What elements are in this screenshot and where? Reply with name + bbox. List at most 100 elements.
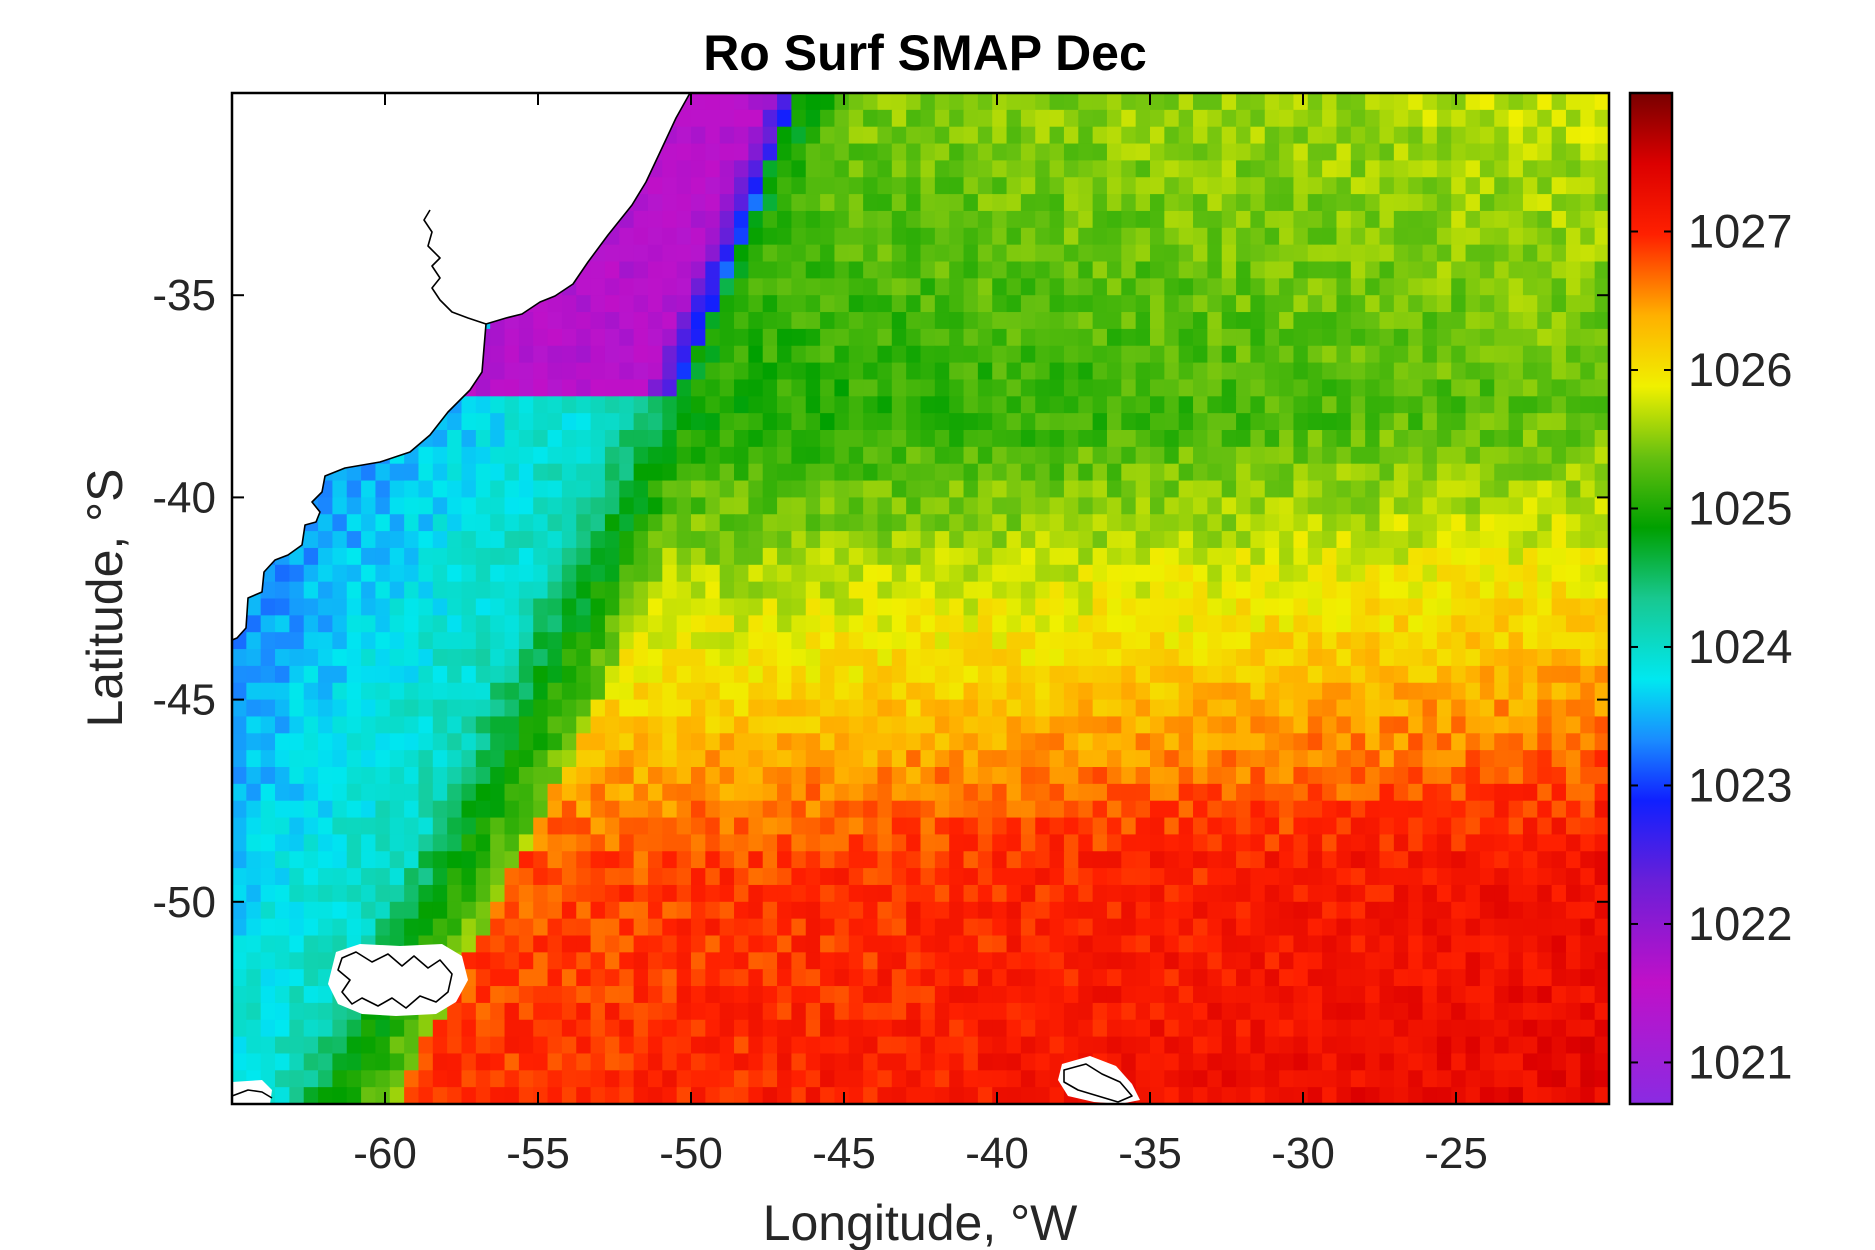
heatmap-cell xyxy=(576,868,592,886)
heatmap-cell xyxy=(1451,396,1467,414)
heatmap-cell xyxy=(1250,952,1266,970)
heatmap-cell xyxy=(404,547,420,566)
heatmap-cell xyxy=(1193,278,1208,296)
heatmap-cell xyxy=(1522,682,1538,701)
heatmap-cell xyxy=(475,446,491,465)
heatmap-cell xyxy=(891,834,907,852)
heatmap-cell xyxy=(490,682,506,701)
heatmap-cell xyxy=(1465,261,1481,279)
heatmap-cell xyxy=(748,93,764,111)
heatmap-cell xyxy=(447,547,463,566)
heatmap-cell xyxy=(1121,699,1137,718)
heatmap-cell xyxy=(619,379,635,397)
heatmap-cell xyxy=(1293,480,1309,498)
heatmap-cell xyxy=(1494,160,1510,178)
heatmap-cell xyxy=(303,935,319,953)
heatmap-cell xyxy=(734,312,749,330)
heatmap-cell xyxy=(1551,345,1567,364)
heatmap-cell xyxy=(1565,413,1581,431)
heatmap-cell xyxy=(1565,952,1581,970)
heatmap-cell xyxy=(1408,952,1424,970)
heatmap-cell xyxy=(1193,665,1208,684)
heatmap-cell xyxy=(1365,733,1381,751)
heatmap-cell xyxy=(1537,463,1553,482)
heatmap-cell xyxy=(1436,244,1452,263)
heatmap-cell xyxy=(1078,716,1094,734)
heatmap-cell xyxy=(447,767,463,785)
heatmap-cell xyxy=(1451,430,1467,448)
heatmap-cell xyxy=(346,598,362,616)
heatmap-cell xyxy=(1580,194,1596,212)
heatmap-cell xyxy=(318,581,333,600)
heatmap-cell xyxy=(1164,834,1180,852)
heatmap-cell xyxy=(977,733,993,751)
heatmap-cell xyxy=(1594,143,1610,161)
heatmap-cell xyxy=(1551,800,1567,819)
heatmap-cell xyxy=(619,531,635,549)
heatmap-cell xyxy=(719,615,735,633)
heatmap-cell xyxy=(1178,177,1194,195)
heatmap-cell xyxy=(1049,783,1065,802)
heatmap-cell xyxy=(1092,295,1108,313)
heatmap-cell xyxy=(561,497,577,515)
heatmap-cell xyxy=(805,868,821,886)
heatmap-cell xyxy=(891,210,907,229)
heatmap-cell xyxy=(1121,261,1137,279)
heatmap-cell xyxy=(275,564,290,583)
heatmap-cell xyxy=(1106,261,1122,279)
heatmap-cell xyxy=(418,632,434,650)
heatmap-cell xyxy=(561,615,577,633)
heatmap-cell xyxy=(647,497,663,515)
heatmap-cell xyxy=(805,547,821,566)
heatmap-cell xyxy=(762,682,778,701)
heatmap-cell xyxy=(977,547,993,566)
heatmap-cell xyxy=(777,143,792,161)
heatmap-cell xyxy=(934,227,950,246)
heatmap-cell xyxy=(762,413,778,431)
heatmap-cell xyxy=(1508,665,1524,684)
heatmap-cell xyxy=(1020,750,1036,768)
heatmap-cell xyxy=(992,177,1008,195)
heatmap-cell xyxy=(1494,177,1510,195)
heatmap-cell xyxy=(1322,413,1338,431)
heatmap-cell xyxy=(662,362,678,381)
heatmap-cell xyxy=(1121,143,1137,161)
heatmap-cell xyxy=(691,93,706,111)
heatmap-cell xyxy=(1422,952,1438,970)
heatmap-cell xyxy=(1135,632,1151,650)
heatmap-cell xyxy=(1293,227,1309,246)
heatmap-cell xyxy=(633,547,649,566)
heatmap-cell xyxy=(1063,430,1079,448)
heatmap-cell xyxy=(748,935,764,953)
heatmap-cell xyxy=(1264,194,1280,212)
heatmap-cell xyxy=(1307,295,1323,313)
heatmap-cell xyxy=(762,750,778,768)
heatmap-cell xyxy=(1451,817,1467,835)
heatmap-cell xyxy=(691,649,706,667)
heatmap-cell xyxy=(1236,800,1251,819)
heatmap-cell xyxy=(863,699,879,718)
heatmap-cell xyxy=(748,564,764,583)
heatmap-cell xyxy=(877,598,893,616)
heatmap-cell xyxy=(1451,278,1467,296)
heatmap-cell xyxy=(977,379,993,397)
heatmap-cell xyxy=(1164,884,1180,903)
heatmap-cell xyxy=(418,497,434,515)
heatmap-cell xyxy=(1063,278,1079,296)
heatmap-cell xyxy=(346,682,362,701)
heatmap-cell xyxy=(691,901,706,920)
heatmap-cell xyxy=(676,665,692,684)
heatmap-cell xyxy=(490,868,506,886)
heatmap-cell xyxy=(691,884,706,903)
heatmap-cell xyxy=(619,480,635,498)
heatmap-cell xyxy=(1565,396,1581,414)
heatmap-cell xyxy=(777,480,792,498)
heatmap-cell xyxy=(906,480,922,498)
heatmap-cell xyxy=(906,278,922,296)
heatmap-cell xyxy=(303,716,319,734)
heatmap-cell xyxy=(1020,834,1036,852)
heatmap-cell xyxy=(1092,750,1108,768)
heatmap-cell xyxy=(619,682,635,701)
heatmap-cell xyxy=(906,93,922,111)
heatmap-cell xyxy=(1436,312,1452,330)
